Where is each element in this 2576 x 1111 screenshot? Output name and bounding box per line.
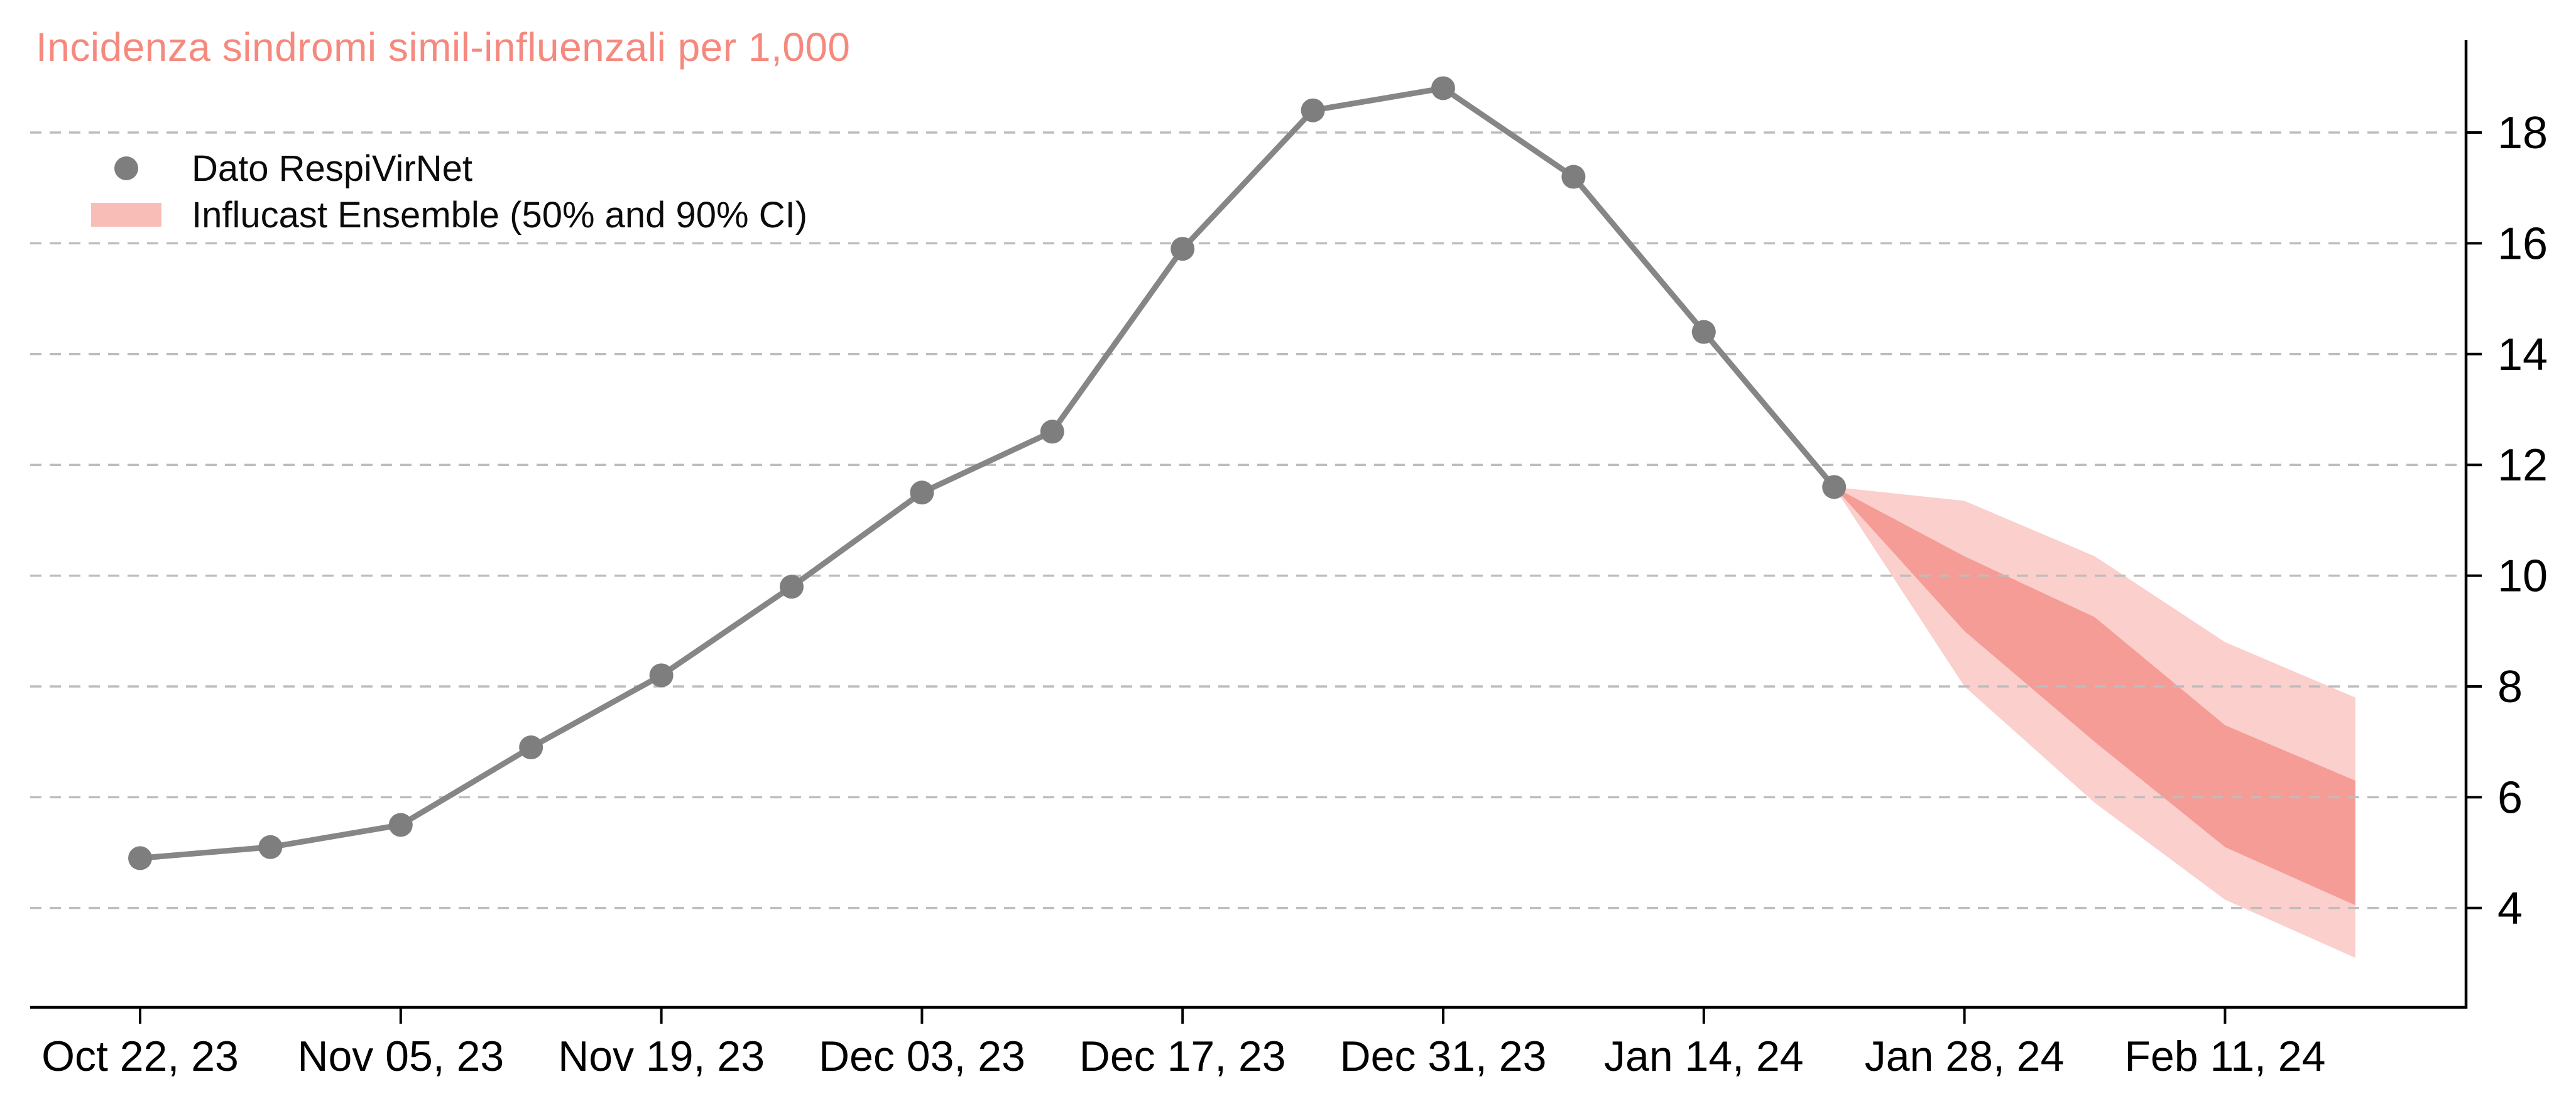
observed-point [1691,320,1716,344]
x-tick-label: Dec 17, 23 [1079,1032,1286,1080]
observed-point [1822,475,1847,499]
legend-marker-box [91,145,161,192]
chart-title: Incidenza sindromi simil-influenzali per… [36,24,851,70]
gridlines-layer [30,131,2466,909]
x-tick-label: Dec 31, 23 [1340,1032,1547,1080]
observed-point [388,813,413,837]
legend-item-ensemble: Influcast Ensemble (50% and 90% CI) [91,192,807,238]
observed-point [1040,420,1064,444]
x-tick-label: Oct 22, 23 [41,1032,239,1080]
x-tick-label: Dec 03, 23 [819,1032,1025,1080]
y-tick-label: 16 [2497,219,2548,269]
x-tick-label: Jan 28, 24 [1865,1032,2065,1080]
legend-marker-box [91,192,161,238]
legend-label-observed: Dato RespiVirNet [192,148,473,189]
forecast-fan-layer [1834,487,2355,958]
axes-layer [30,40,2482,1024]
y-tick-label: 18 [2497,108,2548,158]
observed-point [1171,237,1195,261]
tick-labels-layer: 18 16 14 12 10 8 6 4 Oct 22, 23 Nov 05, 23 Nov 19,… [41,108,2548,1080]
y-tick-label: 4 [2497,884,2523,934]
observed-point [1561,165,1586,189]
legend: Dato RespiVirNet Influcast Ensemble (50%… [91,145,807,238]
legend-item-observed: Dato RespiVirNet [91,145,807,192]
observed-point [910,480,934,505]
observed-dot-marker-icon [114,156,138,180]
x-tick-label: Nov 19, 23 [558,1032,765,1080]
x-tick-label: Feb 11, 24 [2124,1032,2325,1080]
observed-series-layer [128,76,1847,870]
forecast-50ci-band [1834,487,2355,906]
y-tick-label: 10 [2497,551,2548,602]
observed-point [258,835,283,859]
y-tick-label: 12 [2497,440,2548,490]
observed-point [128,846,152,870]
legend-label-ensemble: Influcast Ensemble (50% and 90% CI) [192,194,808,236]
x-tick-label: Jan 14, 24 [1604,1032,1804,1080]
y-tick-label: 8 [2497,662,2523,712]
x-tick-label: Nov 05, 23 [297,1032,504,1080]
observed-point [649,663,674,688]
y-tick-label: 14 [2497,330,2548,380]
observed-point [780,575,804,599]
observed-point [519,735,543,760]
observed-point [1301,98,1325,122]
y-tick-label: 6 [2497,772,2523,823]
observed-line [139,85,1836,861]
ensemble-band-marker-icon [91,203,161,227]
observed-point [1431,76,1455,100]
